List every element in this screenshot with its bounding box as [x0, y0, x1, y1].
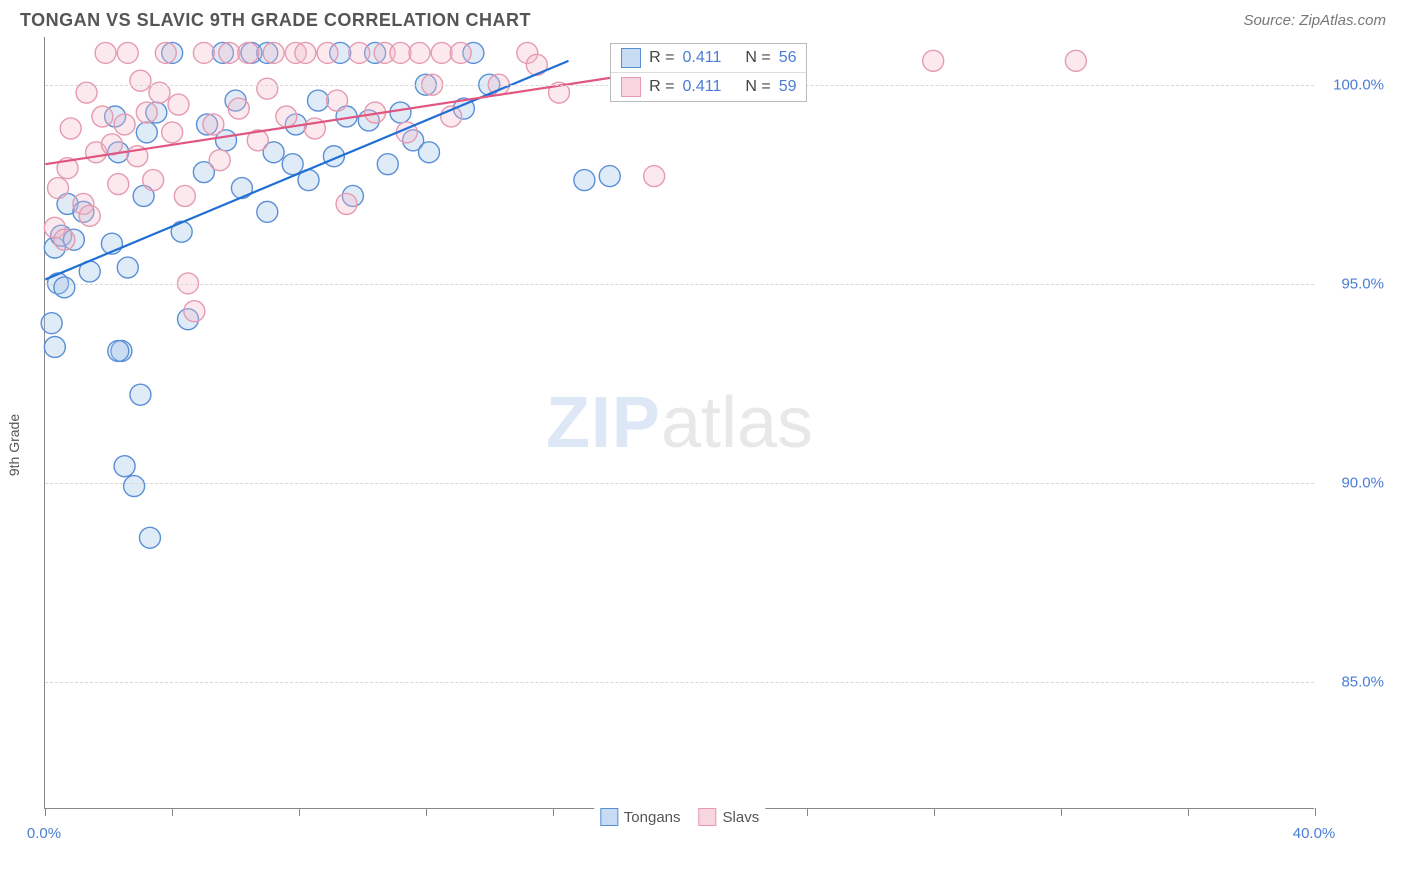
data-point [101, 134, 122, 155]
data-point [155, 42, 176, 63]
data-point [44, 337, 65, 358]
data-point [203, 114, 224, 135]
trend-line [45, 61, 568, 280]
data-point [336, 193, 357, 214]
chart-header: TONGAN VS SLAVIC 9TH GRADE CORRELATION C… [0, 0, 1406, 37]
legend-label: Tongans [624, 809, 681, 826]
stats-legend-row: R = 0.411 N = 56 [611, 44, 806, 72]
data-point [48, 178, 69, 199]
chart-container: 9th Grade ZIPatlas R =0.411N =56R =0.411… [44, 37, 1386, 837]
gridline [45, 483, 1314, 484]
data-point [139, 527, 160, 548]
data-point [143, 170, 164, 191]
data-point [390, 42, 411, 63]
stat-n-label: N = [745, 49, 770, 67]
legend-swatch [699, 808, 717, 826]
data-point [390, 102, 411, 123]
data-point [168, 94, 189, 115]
data-point [136, 102, 157, 123]
data-point [1065, 50, 1086, 71]
data-point [327, 90, 348, 111]
data-point [60, 118, 81, 139]
stat-r-value: 0.411 [682, 78, 721, 96]
data-point [317, 42, 338, 63]
data-point [108, 174, 129, 195]
x-tick-label: 0.0% [27, 825, 61, 842]
data-point [574, 170, 595, 191]
stats-legend: R = 0.411 N = 56 R = 0.411 N = 59 [610, 43, 807, 102]
stat-n-value: 59 [779, 78, 797, 96]
bottom-legend: Tongans Slavs [594, 808, 765, 826]
data-point [282, 154, 303, 175]
data-point [295, 42, 316, 63]
data-point [219, 42, 240, 63]
x-tick [1315, 808, 1316, 816]
data-point [184, 301, 205, 322]
data-point [124, 476, 145, 497]
data-point [923, 50, 944, 71]
y-tick-label: 95.0% [1322, 275, 1384, 292]
data-point [377, 154, 398, 175]
data-point [92, 106, 113, 127]
y-tick-label: 85.0% [1322, 673, 1384, 690]
gridline [45, 682, 1314, 683]
gridline [45, 284, 1314, 285]
data-point [130, 384, 151, 405]
data-point [308, 90, 329, 111]
legend-item: Slavs [699, 808, 760, 826]
stat-r-label: R = [649, 49, 674, 67]
data-point [54, 277, 75, 298]
data-point [349, 42, 370, 63]
data-point [263, 42, 284, 63]
y-tick-label: 100.0% [1322, 76, 1384, 93]
data-point [238, 42, 259, 63]
data-point [54, 229, 75, 250]
stat-r-value: 0.411 [682, 49, 721, 67]
data-point [108, 340, 129, 361]
data-point [130, 70, 151, 91]
data-point [114, 114, 135, 135]
chart-source: Source: ZipAtlas.com [1243, 12, 1386, 29]
y-axis-label: 9th Grade [6, 414, 22, 476]
data-point [117, 42, 138, 63]
stat-r-label: R = [649, 78, 674, 96]
data-point [162, 122, 183, 143]
data-point [450, 42, 471, 63]
data-point [117, 257, 138, 278]
stats-legend-row: R = 0.411 N = 59 [611, 72, 806, 101]
stat-n-label: N = [745, 78, 770, 96]
data-point [114, 456, 135, 477]
data-point [431, 42, 452, 63]
data-point [257, 201, 278, 222]
stat-n-value: 56 [779, 49, 797, 67]
legend-label: Slavs [723, 809, 760, 826]
data-point [41, 313, 62, 334]
data-point [419, 142, 440, 163]
legend-swatch [600, 808, 618, 826]
legend-item: Tongans [600, 808, 681, 826]
plot-svg [45, 37, 1314, 808]
chart-title: TONGAN VS SLAVIC 9TH GRADE CORRELATION C… [20, 10, 531, 31]
legend-swatch [621, 77, 641, 97]
data-point [95, 42, 116, 63]
data-point [228, 98, 249, 119]
data-point [193, 42, 214, 63]
legend-swatch [621, 48, 641, 68]
plot-area: ZIPatlas R =0.411N =56R =0.411N =59 Tong… [44, 37, 1314, 809]
data-point [79, 205, 100, 226]
x-tick-label: 40.0% [1293, 825, 1336, 842]
data-point [644, 166, 665, 187]
data-point [209, 150, 230, 171]
data-point [174, 185, 195, 206]
y-tick-label: 90.0% [1322, 474, 1384, 491]
data-point [276, 106, 297, 127]
data-point [599, 166, 620, 187]
data-point [136, 122, 157, 143]
data-point [257, 78, 278, 99]
data-point [409, 42, 430, 63]
